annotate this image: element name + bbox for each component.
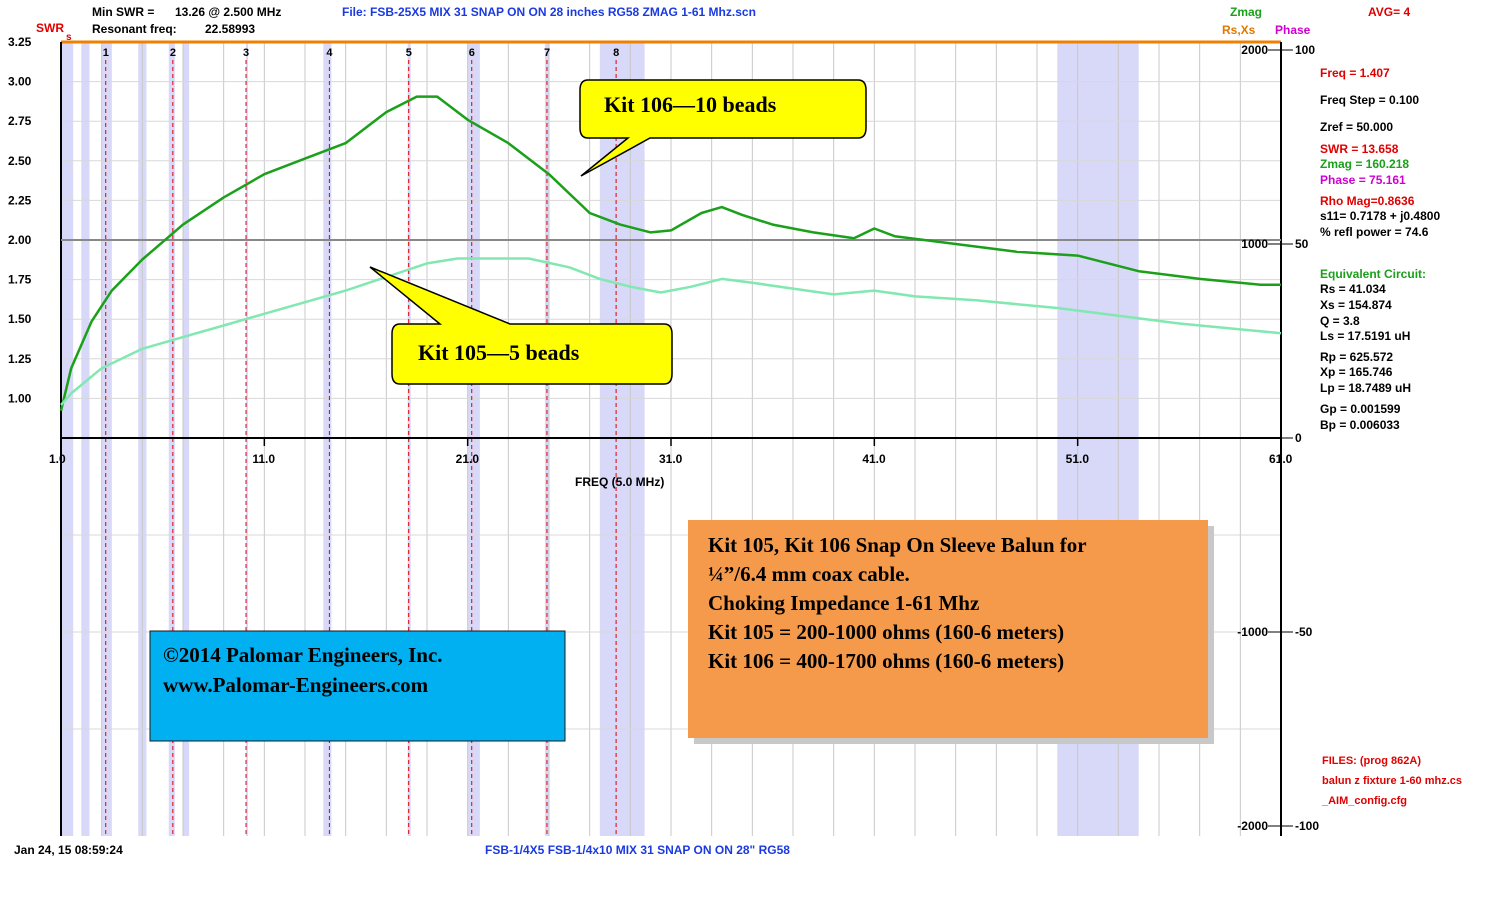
lp-readout: Lp = 18.7489 uH	[1320, 381, 1411, 395]
copyright-box: ©2014 Palomar Engineers, Inc. www.Paloma…	[149, 630, 566, 742]
series-line-1	[60, 257, 1282, 406]
callout-kit105: Kit 105—5 beads	[369, 266, 673, 385]
files-heading: FILES: (prog 862A)	[1322, 755, 1421, 767]
callout-kit105-bubble	[369, 266, 673, 385]
phase-tick-label: -50	[1295, 625, 1313, 639]
swr-tick-label: 2.50	[8, 154, 32, 168]
copyright-line-1: ©2014 Palomar Engineers, Inc.	[163, 643, 443, 667]
phase-tick-label: 0	[1295, 431, 1302, 445]
axis-ticks: 1.0 11.0 21.0 31.0 41.0 51.0 61.0 3.25 3.00 2.75 2…	[8, 35, 1319, 833]
series-line-0	[59, 95, 1281, 412]
x-tick-label: 11.0	[252, 452, 275, 466]
zmag-tick-label: 2000	[1241, 43, 1268, 57]
marker-label-3: 3	[243, 47, 249, 59]
callout-kit105-text: Kit 105—5 beads	[418, 340, 580, 365]
gp-readout: Gp = 0.001599	[1320, 402, 1401, 416]
timestamp: Jan 24, 15 08:59:24	[14, 843, 123, 857]
x-tick-label: 51.0	[1066, 452, 1090, 466]
info-box: Kit 105, Kit 106 Snap On Sleeve Balun fo…	[688, 520, 1214, 744]
swr-tick-label: 3.25	[8, 35, 32, 49]
min-swr-label: Min SWR =	[92, 5, 154, 19]
zmag-tick-label: 1000	[1241, 237, 1268, 251]
info-line-5: Kit 106 = 400-1700 ohms (160-6 meters)	[708, 649, 1064, 673]
refl-readout: % refl power = 74.6	[1320, 225, 1429, 239]
min-swr-value: 13.26 @ 2.500 MHz	[175, 5, 281, 19]
zmag-readout: Zmag = 160.218	[1320, 157, 1409, 171]
info-line-4: Kit 105 = 200-1000 ohms (160-6 meters)	[708, 620, 1064, 644]
resonant-label: Resonant freq:	[92, 22, 177, 36]
info-box-bg	[688, 520, 1208, 738]
equiv-heading: Equivalent Circuit:	[1320, 267, 1426, 281]
phase-legend: Phase	[1275, 23, 1311, 37]
swr-axis-label: SWR	[36, 21, 64, 35]
swr-tick-label: 1.25	[8, 352, 32, 366]
zmag-tick-label: -1000	[1237, 625, 1268, 639]
marker-label-6: 6	[469, 47, 475, 59]
x-tick-label: 1.0	[49, 452, 66, 466]
copyright-box-bg	[149, 630, 566, 742]
info-line-3: Choking Impedance 1-61 Mhz	[708, 591, 979, 615]
ls-readout: Ls = 17.5191 uH	[1320, 329, 1410, 343]
rp-readout: Rp = 625.572	[1320, 350, 1393, 364]
zmag-tick-label: -2000	[1237, 819, 1268, 833]
x-axis-label: FREQ (5.0 MHz)	[575, 475, 664, 489]
s11-readout: s11= 0.7178 + j0.4800	[1320, 209, 1440, 223]
phase-tick-label: -100	[1295, 819, 1319, 833]
swr-tick-label: 1.50	[8, 312, 32, 326]
resonant-value: 22.58993	[205, 22, 255, 36]
swr-tick-label: 1.00	[8, 391, 32, 405]
zref-readout: Zref = 50.000	[1320, 120, 1393, 134]
phase-tick-label: 50	[1295, 237, 1309, 251]
x-tick-label: 61.0	[1269, 452, 1293, 466]
swr-tick-label: 2.25	[8, 193, 32, 207]
marker-label-5: 5	[406, 47, 412, 59]
x-tick-label: 21.0	[456, 452, 480, 466]
swr-tick-label: 2.00	[8, 233, 32, 247]
marker-label-4: 4	[326, 47, 333, 59]
swr-tick-label: 1.75	[8, 273, 32, 287]
marker-label-2: 2	[170, 47, 176, 59]
freq-step-readout: Freq Step = 0.100	[1320, 93, 1419, 107]
rsxs-legend: Rs,Xs	[1222, 23, 1256, 37]
freq-readout: Freq = 1.407	[1320, 66, 1390, 80]
bp-readout: Bp = 0.006033	[1320, 418, 1400, 432]
footer-caption: FSB-1/4X5 FSB-1/4x10 MIX 31 SNAP ON ON 2…	[485, 843, 790, 857]
file-1: balun z fixture 1-60 mhz.cs	[1322, 775, 1462, 787]
q-readout: Q = 3.8	[1320, 314, 1360, 328]
series-group	[59, 95, 1282, 412]
info-line-2: ¼”/6.4 mm coax cable.	[708, 562, 910, 586]
marker-label-7: 7	[544, 47, 550, 59]
x-tick-label: 31.0	[659, 452, 683, 466]
callout-kit106-text: Kit 106—10 beads	[604, 92, 777, 117]
avg-label: AVG= 4	[1368, 5, 1410, 19]
swr-tick-label: 2.75	[8, 114, 32, 128]
file-2: _AIM_config.cfg	[1321, 795, 1407, 807]
zmag-legend: Zmag	[1230, 5, 1262, 19]
xs-readout: Xs = 154.874	[1320, 298, 1392, 312]
swr-axis-sub: s	[66, 32, 72, 43]
callout-kit106: Kit 106—10 beads	[579, 79, 867, 177]
marker-label-1: 1	[103, 47, 109, 59]
phase-readout: Phase = 75.161	[1320, 173, 1406, 187]
swr-tick-label: 3.00	[8, 75, 32, 89]
file-label: File: FSB-25X5 MIX 31 SNAP ON ON 28 inch…	[342, 5, 756, 19]
callout-kit106-bubble	[579, 79, 867, 177]
xp-readout: Xp = 165.746	[1320, 365, 1393, 379]
rho-readout: Rho Mag=0.8636	[1320, 194, 1415, 208]
copyright-line-2: www.Palomar-Engineers.com	[163, 673, 429, 697]
rs-readout: Rs = 41.034	[1320, 282, 1386, 296]
info-line-1: Kit 105, Kit 106 Snap On Sleeve Balun fo…	[708, 533, 1087, 557]
x-tick-label: 41.0	[862, 452, 886, 466]
swr-readout: SWR = 13.658	[1320, 142, 1399, 156]
phase-tick-label: 100	[1295, 43, 1315, 57]
marker-label-8: 8	[613, 47, 619, 59]
readout-panel: Freq = 1.407 Freq Step = 0.100 Zref = 50…	[1320, 66, 1462, 807]
